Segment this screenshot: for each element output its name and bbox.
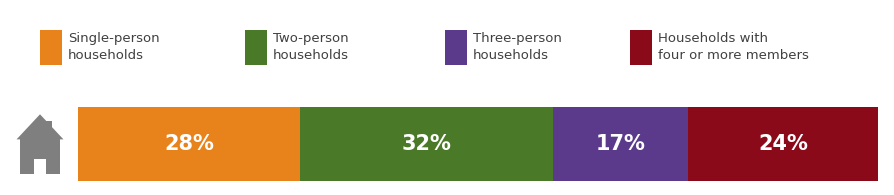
Bar xyxy=(34,159,46,174)
Bar xyxy=(687,107,877,181)
Text: Households with
four or more members: Households with four or more members xyxy=(657,32,808,62)
Text: Single-person
households: Single-person households xyxy=(68,32,159,62)
Bar xyxy=(629,29,651,65)
Bar xyxy=(78,107,299,181)
Bar xyxy=(444,29,467,65)
Text: 32%: 32% xyxy=(401,134,451,154)
Bar xyxy=(20,139,61,174)
Bar xyxy=(45,121,52,133)
Bar xyxy=(552,107,687,181)
Bar xyxy=(40,29,62,65)
Text: Three-person
households: Three-person households xyxy=(472,32,561,62)
Text: 17%: 17% xyxy=(595,134,645,154)
Polygon shape xyxy=(16,114,63,139)
Bar xyxy=(299,107,552,181)
Text: 24%: 24% xyxy=(757,134,807,154)
Bar xyxy=(245,29,266,65)
Text: Two-person
households: Two-person households xyxy=(273,32,349,62)
Text: 28%: 28% xyxy=(164,134,214,154)
